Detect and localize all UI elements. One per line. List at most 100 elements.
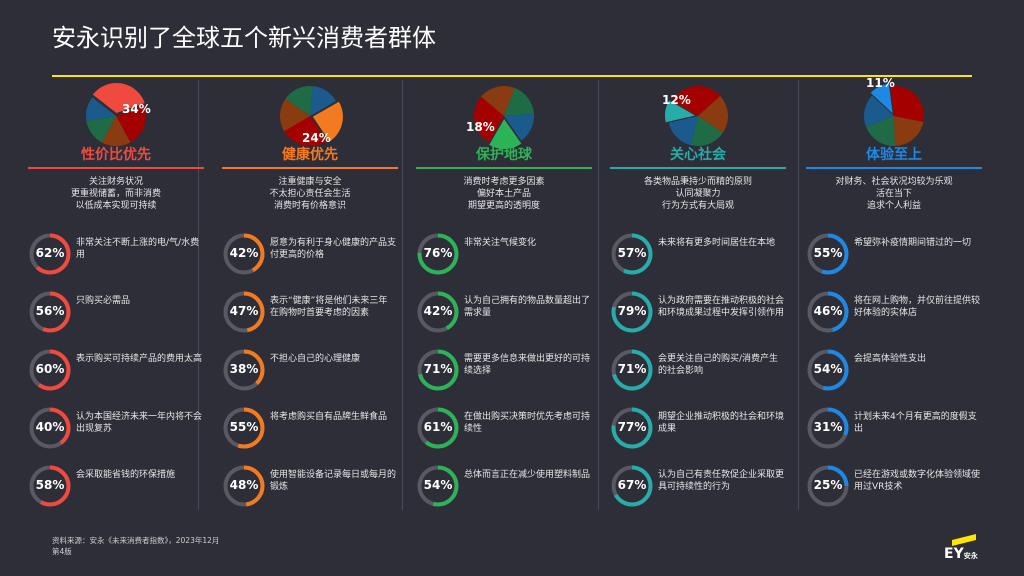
stat-item: 67% 认为自己有责任敦促企业采取更具可持续性的行为 (610, 464, 786, 508)
column-divider (798, 80, 799, 510)
segment-title: 保护地球 (476, 147, 532, 163)
stat-value: 58% (35, 478, 65, 492)
logo-mark: EY (944, 546, 964, 562)
stat-value: 60% (35, 362, 65, 376)
stat-progress-ring (611, 465, 653, 507)
logo-beam-icon (952, 534, 976, 546)
edition-text: 第4版 (52, 547, 72, 556)
pie-slice-highlight (489, 118, 522, 149)
description-line: 追求个人利益 (866, 201, 921, 211)
pie-slice (890, 86, 924, 122)
description-line: 认同凝聚力 (675, 189, 721, 199)
stat-value: 38% (229, 362, 259, 376)
stat-progress-ring (223, 407, 265, 449)
column-divider (598, 80, 599, 510)
stat-value: 71% (423, 362, 453, 376)
segment-title: 健康优先 (282, 147, 338, 163)
stat-item: 54% 会提高体验性支出 (806, 348, 982, 392)
ring-fill (223, 233, 265, 275)
stat-progress-ring (29, 349, 71, 391)
stat-text: 表示购买可持续产品的费用太高 (76, 354, 203, 364)
description-line: 活在当下 (875, 189, 912, 199)
description-line: 消费时考虑更多因素 (463, 177, 545, 187)
stat-item: 56% 只购买必需品 (28, 290, 204, 334)
stat-value: 31% (813, 420, 843, 434)
pie-slice (116, 105, 146, 143)
stat-value: 46% (813, 304, 843, 318)
stat-item: 42% 认为自己拥有的物品数量超出了需求量 (416, 290, 592, 334)
ring-fill (223, 349, 265, 391)
stat-text: 将考虑购买自有品牌生鲜食品 (270, 412, 388, 422)
stat-progress-ring (417, 233, 459, 275)
segment-title: 体验至上 (866, 147, 922, 163)
stat-value: 67% (617, 478, 647, 492)
ring-fill (807, 233, 849, 275)
stat-progress-ring (29, 465, 71, 507)
description-line: 偏好本土产品 (476, 189, 531, 199)
segment-pie-chart (864, 83, 924, 147)
stat-text: 表示“健康”将是他们未来三年在购物时首要考虑的因素 (270, 296, 388, 318)
ring-fill (611, 407, 653, 449)
segment-title: 关心社会 (670, 147, 726, 163)
pie-slice (85, 97, 116, 121)
stat-text: 非常关注不断上涨的电/气/水费用 (76, 238, 200, 260)
stat-item: 61% 在做出购买决策时优先考虑可持续性 (416, 406, 592, 450)
stat-progress-ring (223, 349, 265, 391)
ring-fill (223, 291, 265, 333)
stat-progress-ring (417, 291, 459, 333)
stat-progress-ring (807, 465, 849, 507)
stat-progress-ring (807, 291, 849, 333)
segment-title-rule (222, 167, 398, 169)
stat-text: 认为政府需要在推动积极的社会和环境成果过程中发挥引领作用 (658, 296, 785, 318)
stat-text: 认为本国经济未来一年内将不会出现复苏 (76, 412, 203, 434)
stat-text: 认为自己有责任敦促企业采取更具可持续性的行为 (658, 470, 785, 492)
description-line: 关注财务状况 (88, 177, 143, 187)
stat-item: 77% 期望企业推动积极的社会和环境成果 (610, 406, 786, 450)
ring-fill (29, 349, 71, 391)
stat-text: 只购买必需品 (76, 296, 131, 306)
stat-item: 55% 希望弥补疫情期间错过的一切 (806, 232, 982, 276)
stat-item: 58% 会采取能省钱的环保措施 (28, 464, 204, 508)
segment-description: 消费时考虑更多因素 偏好本土产品 期望更高的透明度 (418, 176, 590, 212)
stat-item: 54% 总体而言正在减少使用塑料制品 (416, 464, 592, 508)
stat-text: 会更关注自己的购买/消费产生的社会影响 (658, 354, 779, 376)
description-line: 期望更高的透明度 (467, 201, 540, 211)
segment-pie-chart (85, 83, 146, 147)
pie-slice (690, 116, 723, 146)
segment-description: 对财务、社会状况均较为乐观 活在当下 追求个人利益 (808, 176, 980, 212)
stat-progress-ring (29, 233, 71, 275)
pie-percent-label: 24% (302, 131, 331, 145)
pie-slice (668, 116, 698, 146)
ring-fill (417, 349, 459, 391)
stat-progress-ring (611, 407, 653, 449)
stat-value: 48% (229, 478, 259, 492)
stat-value: 47% (229, 304, 259, 318)
segment-description: 各类物品秉持少而精的原则 认同凝聚力 行为方式有大局观 (612, 176, 784, 212)
stat-value: 42% (229, 246, 259, 260)
pie-slice (310, 86, 336, 116)
stat-progress-ring (807, 349, 849, 391)
ring-fill (611, 349, 653, 391)
stat-value: 55% (229, 420, 259, 434)
stat-item: 71% 需要更多信息来做出更好的可持续选择 (416, 348, 592, 392)
stat-value: 40% (35, 420, 65, 434)
ring-fill (417, 407, 459, 449)
ring-fill (807, 349, 849, 391)
source-note: 资料来源：安永《未来消费者指数》，2023年12月 第4版 (52, 535, 219, 557)
title-rule (52, 75, 972, 77)
segment-title-rule (806, 167, 982, 169)
description-line: 消费时有价格意识 (273, 201, 346, 211)
stat-value: 54% (813, 362, 843, 376)
ring-fill (417, 233, 459, 275)
stat-progress-ring (29, 291, 71, 333)
ring-fill (417, 465, 459, 507)
pie-slice-highlight (665, 100, 696, 123)
segment-pie-chart (474, 86, 535, 149)
stat-progress-ring (223, 233, 265, 275)
stat-progress-ring (417, 465, 459, 507)
stat-item: 42% 愿意为有利于身心健康的产品支付更高的价格 (222, 232, 398, 276)
stat-text: 在做出购买决策时优先考虑可持续性 (464, 412, 591, 434)
description-line: 行为方式有大局观 (661, 201, 734, 211)
ring-fill (29, 291, 71, 333)
segment-title-rule (28, 167, 204, 169)
